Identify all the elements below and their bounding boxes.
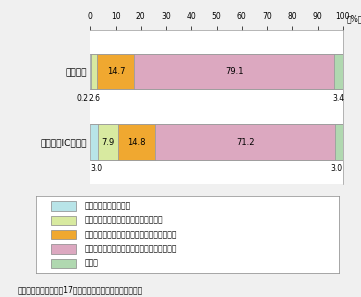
Text: 14.7: 14.7 bbox=[106, 67, 125, 76]
Bar bbox=[134, 54, 334, 89]
Text: 7.9: 7.9 bbox=[101, 138, 114, 146]
Text: 全社的に導入している: 全社的に導入している bbox=[84, 202, 131, 211]
Bar bbox=[90, 54, 91, 89]
Bar bbox=[51, 216, 75, 225]
Text: 0.2: 0.2 bbox=[77, 94, 89, 102]
Text: 3.0: 3.0 bbox=[90, 164, 103, 173]
Text: 導入していないが、今後導入する予定がある: 導入していないが、今後導入する予定がある bbox=[84, 230, 177, 239]
Text: 71.2: 71.2 bbox=[236, 138, 255, 146]
Bar bbox=[51, 201, 75, 211]
Text: （%）: （%） bbox=[347, 15, 361, 24]
Text: 導入していないし、今後導入する予定もない: 導入していないし、今後導入する予定もない bbox=[84, 244, 177, 253]
Bar bbox=[51, 230, 75, 239]
Bar bbox=[51, 259, 75, 268]
Text: 3.4: 3.4 bbox=[332, 94, 345, 102]
Text: 2.6: 2.6 bbox=[88, 94, 100, 102]
Bar bbox=[98, 124, 118, 159]
Bar bbox=[334, 54, 343, 89]
Text: 14.8: 14.8 bbox=[127, 138, 146, 146]
Text: 一部の事業所又は部門で導入している: 一部の事業所又は部門で導入している bbox=[84, 216, 163, 225]
Bar bbox=[155, 124, 335, 159]
Bar bbox=[118, 124, 155, 159]
Text: 79.1: 79.1 bbox=[225, 67, 244, 76]
Bar bbox=[51, 244, 75, 254]
Bar bbox=[335, 124, 343, 159]
Bar bbox=[91, 54, 97, 89]
Text: 無回答: 無回答 bbox=[84, 259, 99, 268]
Text: 3.0: 3.0 bbox=[331, 164, 343, 173]
Text: （出典）総務省「平成17年通信利用動向調査（企業編）」: （出典）総務省「平成17年通信利用動向調査（企業編）」 bbox=[18, 285, 143, 294]
Bar bbox=[90, 124, 98, 159]
Bar bbox=[97, 54, 135, 89]
